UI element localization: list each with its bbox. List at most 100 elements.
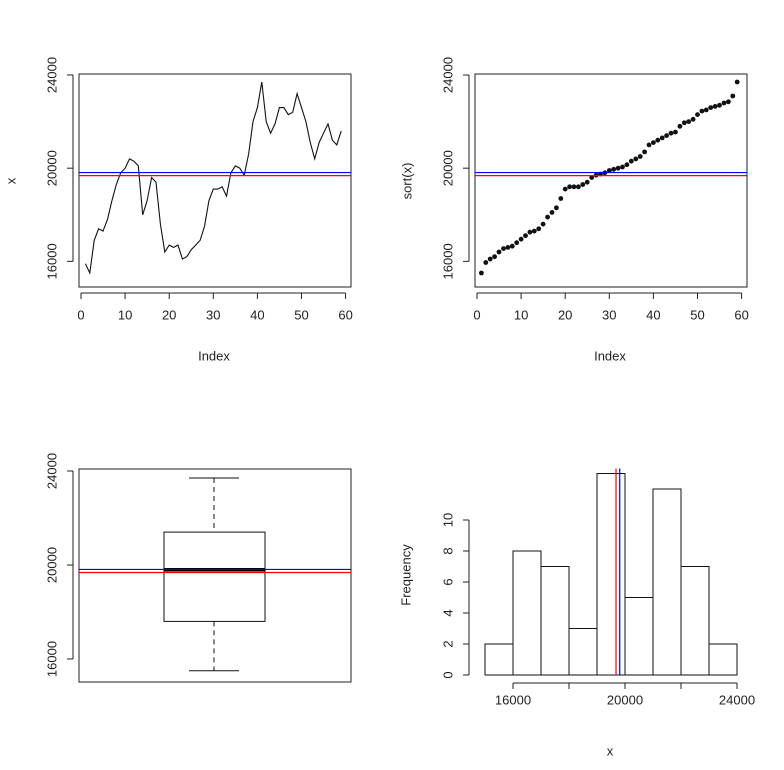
- plot3-box: [163, 531, 266, 622]
- plot2-x-tick-label: 30: [602, 307, 616, 322]
- plot4-y-tick-label: 6: [440, 578, 455, 585]
- plot1-x-tick-label: 50: [294, 307, 308, 322]
- plot1-x-tick-label: 60: [338, 307, 352, 322]
- plot2-point: [479, 270, 484, 276]
- plot2-point: [549, 210, 555, 215]
- plot1-x-tick-label: 20: [162, 307, 176, 322]
- plot2-point: [633, 156, 639, 162]
- plot2-x-tick-label: 20: [558, 307, 572, 322]
- plot3-frame: [78, 468, 352, 683]
- plot2-frame: [474, 73, 748, 288]
- plot1-x-tick-label: 30: [206, 307, 220, 322]
- plot4-x-tick-label: 20000: [607, 692, 643, 707]
- plot2-point: [734, 79, 740, 85]
- plot2-point: [540, 221, 546, 227]
- plot2-point: [562, 186, 568, 192]
- plot2-point: [659, 135, 665, 141]
- plot2-point: [673, 129, 678, 135]
- plot2-point: [567, 184, 572, 190]
- plot3-y-tick-label: 16000: [44, 641, 59, 677]
- plot2-point: [686, 119, 692, 124]
- plot1-x-tick-label: 0: [77, 307, 84, 322]
- plot4-histogram-bar: [708, 643, 738, 676]
- plot3-y-tick-label: 24000: [44, 453, 59, 489]
- plot3-y-tick-label: 20000: [44, 547, 59, 583]
- plot4-histogram-bar: [624, 597, 654, 676]
- plot2-point: [606, 168, 612, 173]
- plot2-point: [642, 149, 647, 155]
- plot2-point: [514, 240, 520, 246]
- plot2-point: [615, 165, 621, 171]
- plot1-x-tick-label: 10: [118, 307, 132, 322]
- plot2-point: [558, 196, 564, 201]
- plot2-point: [717, 102, 722, 108]
- plot2-point: [536, 226, 542, 232]
- plot2-point: [584, 179, 590, 185]
- plot2-point: [518, 236, 524, 242]
- plot2-point: [664, 133, 669, 139]
- plot2-point: [589, 175, 595, 180]
- plot2-point: [721, 100, 727, 106]
- plot2-point: [554, 205, 559, 211]
- plot1-y-axis-label: x: [3, 177, 18, 184]
- plot2-x-tick-label: 40: [646, 307, 660, 322]
- plot2-y-tick-label: 24000: [440, 57, 455, 93]
- plot1-x-tick-label: 40: [250, 307, 264, 322]
- plot4-y-tick-label: 2: [440, 640, 455, 647]
- plot2-point: [487, 256, 493, 262]
- plot2-point: [730, 93, 736, 99]
- plot4-x-tick-label: 24000: [719, 692, 755, 707]
- plot4-histogram-bar: [540, 566, 570, 676]
- plot2-point: [681, 120, 687, 126]
- plot4-histogram-bar: [512, 550, 542, 676]
- plot2-point: [545, 214, 550, 220]
- plot2-point: [726, 99, 731, 105]
- plot2-point: [531, 228, 537, 234]
- plot2-point: [523, 233, 528, 239]
- plot2-point: [708, 105, 714, 110]
- plot2-point: [580, 182, 586, 187]
- plot4-y-tick-label: 8: [440, 547, 455, 554]
- plot4-y-axis-label: Frequency: [398, 544, 413, 606]
- plot2-point: [620, 164, 625, 170]
- plot2-point: [703, 107, 709, 113]
- plot1-y-tick-label: 16000: [44, 243, 59, 279]
- plot2-point: [492, 254, 497, 260]
- plot1-series-line: [84, 81, 342, 275]
- plot2-y-tick-label: 20000: [440, 150, 455, 186]
- plot2-point: [695, 112, 700, 117]
- plot4-x-axis-label: x: [607, 743, 614, 758]
- plot1-y-tick-label: 24000: [44, 57, 59, 93]
- plot1-frame: [78, 73, 352, 288]
- plot2-point: [690, 116, 696, 122]
- plot4-histogram-bar: [596, 473, 626, 676]
- plot2-point: [505, 245, 511, 250]
- plot4-y-tick-label: 0: [440, 671, 455, 678]
- plot2-point: [677, 123, 683, 129]
- plot4-histogram-bar: [680, 566, 710, 676]
- plot2-point: [624, 162, 630, 168]
- plot2-point: [483, 260, 489, 265]
- plot2-x-tick-label: 0: [473, 307, 480, 322]
- plot4-histogram-bar: [484, 643, 514, 676]
- plot1-y-tick-label: 20000: [44, 150, 59, 186]
- plot2-point: [501, 246, 506, 252]
- plot2-x-tick-label: 60: [734, 307, 748, 322]
- plot2-y-tick-label: 16000: [440, 243, 455, 279]
- plot2-x-tick-label: 10: [514, 307, 528, 322]
- plot2-point: [496, 249, 502, 255]
- plot2-x-tick-label: 50: [690, 307, 704, 322]
- plot4-y-tick-label: 4: [440, 609, 455, 616]
- plot2-point: [668, 130, 674, 136]
- plot2-point: [651, 140, 656, 146]
- plot2-point: [628, 158, 634, 164]
- plot4-y-tick-label: 10: [440, 513, 455, 527]
- plot2-point: [699, 108, 705, 114]
- plot2-x-axis-label: Index: [594, 348, 626, 363]
- plot4-histogram-bar: [568, 628, 598, 676]
- plot4-x-tick-label: 16000: [495, 692, 531, 707]
- plot2-point: [712, 104, 718, 109]
- plot2-point: [655, 137, 661, 143]
- plot2-point: [527, 229, 533, 235]
